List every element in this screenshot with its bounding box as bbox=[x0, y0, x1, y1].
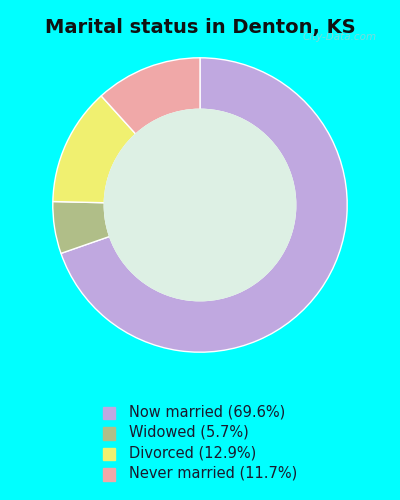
Wedge shape bbox=[53, 96, 136, 202]
Wedge shape bbox=[53, 202, 110, 254]
Wedge shape bbox=[61, 58, 347, 352]
Legend: Now married (69.6%), Widowed (5.7%), Divorced (12.9%), Never married (11.7%): Now married (69.6%), Widowed (5.7%), Div… bbox=[98, 400, 302, 486]
Wedge shape bbox=[101, 58, 200, 134]
Circle shape bbox=[104, 110, 296, 300]
Text: City-Data.com: City-Data.com bbox=[302, 32, 377, 42]
Text: Marital status in Denton, KS: Marital status in Denton, KS bbox=[45, 18, 355, 36]
